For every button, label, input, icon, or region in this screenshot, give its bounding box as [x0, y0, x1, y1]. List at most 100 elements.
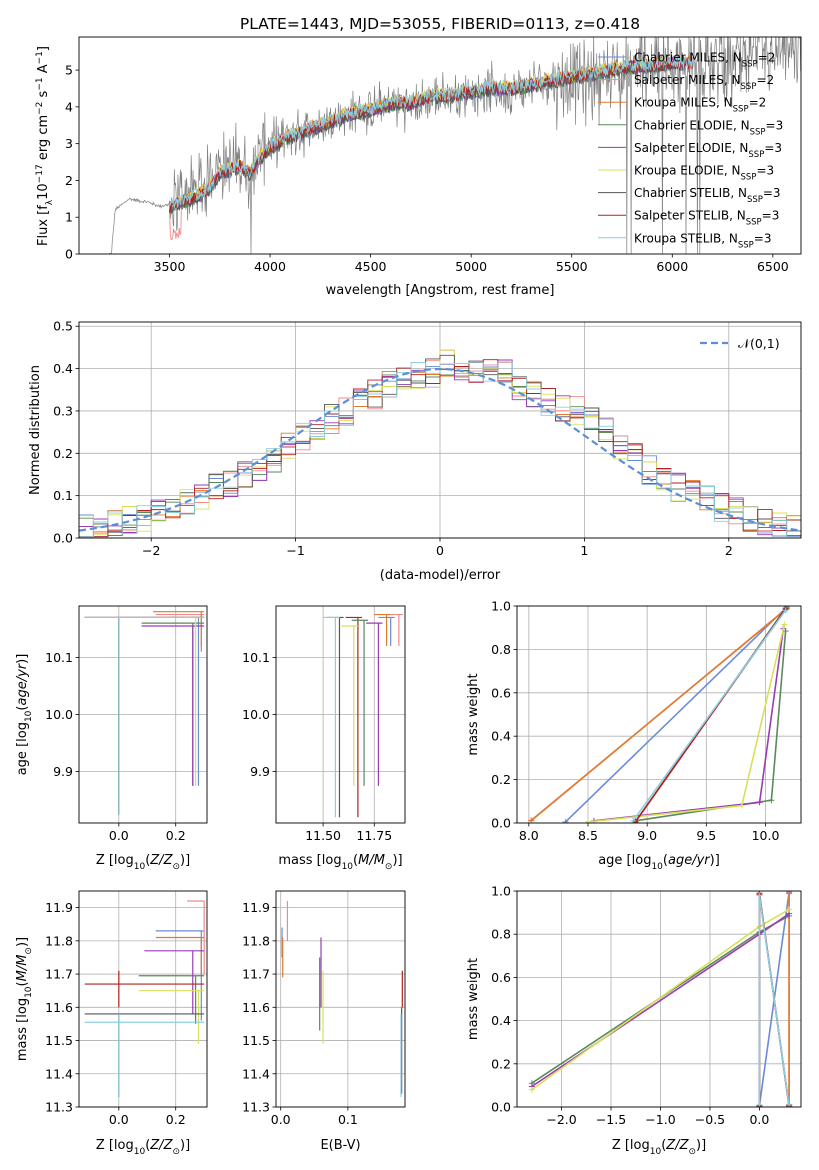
x-tick-label: 5500	[556, 259, 588, 274]
y-tick-label: 0	[65, 247, 73, 262]
y-tick-label: 1.0	[491, 599, 511, 614]
x-axis-label: E(B-V)	[320, 1138, 360, 1153]
x-axis-label: Z [log10(Z/Z⊙)]	[612, 1138, 706, 1157]
x-tick-label: −0.5	[695, 1112, 725, 1127]
panel-spectrum: 3500 4000 4500 5000 5500 6000 6500 0 1 2 3 4 5 Chabri…	[35, 36, 802, 298]
x-tick-label: 9.5	[696, 828, 716, 843]
legend-label: Kroupa STELIB, NSSP=3	[634, 231, 772, 250]
axes-frame	[275, 605, 406, 824]
point-marker-chabrier-elodie	[768, 797, 775, 804]
x-tick-label: 0.0	[109, 828, 129, 843]
plot-area	[84, 611, 205, 815]
y-tick-label: 11.4	[45, 1066, 73, 1081]
x-tick-label: 3500	[154, 259, 186, 274]
y-tick-label: 1	[65, 210, 73, 225]
y-axis-label: mass [log10(M/M⊙)]	[15, 937, 34, 1061]
y-axis-label: mass weight	[466, 673, 481, 755]
point-marker-kroupa-elodie	[786, 906, 793, 913]
y-tick-label: 11.4	[242, 1066, 270, 1081]
y-tick-label: 9.9	[53, 764, 73, 779]
x-tick-label: −1	[286, 543, 304, 558]
point-marker-kroupa-stelib	[756, 892, 763, 899]
mass-weight-line-chabrier-elodie	[635, 630, 787, 822]
y-tick-label: 0.1	[53, 488, 73, 503]
y-tick-label: 10.1	[242, 650, 270, 665]
plot-area	[528, 606, 790, 823]
y-tick-label: 5	[65, 63, 73, 78]
y-tick-label: 11.6	[242, 1000, 270, 1015]
normal-distribution-curve	[79, 367, 801, 532]
plot-area	[281, 900, 403, 1098]
point-marker-chabrier-miles	[562, 818, 569, 823]
axes-frame	[275, 890, 406, 1108]
y-axis-label: Normed distribution	[28, 365, 43, 495]
y-tick-label: 10.0	[242, 707, 270, 722]
y-tick-label: 0.8	[491, 642, 511, 657]
legend-label: Kroupa MILES, NSSP=2	[634, 96, 766, 115]
legend: Chabrier MILES, NSSP=2 Salpeter MILES, NS…	[598, 51, 783, 250]
y-tick-label: 1.0	[491, 884, 511, 899]
panel-mass_vs_Z: 0.0 0.2 11.3 11.4 11.5 11.6 11.7 11.8 11.9 Z [log…	[15, 890, 208, 1157]
mass-weight-line-kroupa-stelib	[632, 609, 787, 822]
y-tick-label: 0.5	[53, 319, 73, 334]
x-tick-label: −1.0	[645, 1112, 675, 1127]
y-tick-label: 0.4	[491, 1013, 511, 1028]
histogram-step-kroupa-stelib	[79, 361, 801, 538]
y-tick-label: 10.0	[45, 707, 73, 722]
mass-weight-line-chabrier-miles	[564, 606, 788, 823]
x-tick-label: 8.0	[519, 828, 539, 843]
y-tick-label: 11.9	[45, 900, 73, 915]
legend-label: Chabrier ELODIE, NSSP=3	[634, 118, 783, 137]
x-tick-label: 10.0	[752, 828, 780, 843]
x-tick-label: 0.0	[749, 1112, 769, 1127]
model-line-kroupa-stelib	[169, 55, 693, 209]
x-tick-label: 11.75	[356, 828, 392, 843]
x-tick-label: 0.0	[109, 1112, 129, 1127]
x-tick-label: 0.2	[166, 1112, 186, 1127]
x-tick-label: 0.0	[271, 1112, 291, 1127]
y-axis-label: Flux [fλ10−17 erg cm−2 s−1 A−1]	[35, 46, 55, 246]
y-tick-label: 4	[65, 99, 73, 114]
y-tick-label: 2	[65, 173, 73, 188]
y-tick-label: 0.0	[53, 531, 73, 546]
point-marker-kroupa-elodie	[585, 818, 591, 823]
x-axis-label: wavelength [Angstrom, rest frame]	[326, 283, 555, 298]
axes-frame	[516, 890, 802, 1108]
y-tick-label: 0.6	[491, 685, 511, 700]
figure-title: PLATE=1443, MJD=53055, FIBERID=0113, z=0…	[240, 15, 640, 33]
legend-label: Salpeter ELODIE, NSSP=3	[634, 141, 782, 160]
plot-area	[84, 900, 205, 1098]
plot-area	[528, 891, 793, 1107]
x-tick-label: 0	[436, 543, 444, 558]
point-marker-kroupa-elodie	[528, 1086, 535, 1093]
x-tick-label: 6500	[757, 259, 789, 274]
x-axis-label: age [log10(age/yr)]	[598, 853, 720, 872]
x-tick-label: 0.1	[338, 1112, 358, 1127]
legend-label: Salpeter MILES, NSSP=2	[634, 73, 774, 92]
legend-label: Chabrier MILES, NSSP=2	[634, 51, 775, 70]
x-tick-label: 4000	[254, 259, 286, 274]
mass-weight-line-kroupa-miles	[530, 607, 788, 822]
point-marker-kroupa-miles	[786, 891, 793, 897]
y-tick-label: 10.1	[45, 650, 73, 665]
y-axis-label: mass weight	[466, 958, 481, 1040]
axes-frame	[78, 605, 208, 824]
legend-label: 𝒩(0,1)	[738, 336, 780, 351]
histogram-step-salpeter-stelib	[79, 359, 801, 538]
panel-mass_weight_vs_Z: −2.0 −1.5 −1.0 −0.5 0.0 0.0 0.2 0.4 0.6 0.8 1.0 Z […	[466, 884, 802, 1157]
y-tick-label: 11.3	[45, 1100, 73, 1115]
y-tick-label: 0.6	[491, 970, 511, 985]
y-tick-label: 0.3	[53, 403, 73, 418]
panel-age_vs_mass: 11.50 11.75 9.9 10.0 10.1 mass [log10(M/M⊙)]	[242, 605, 406, 872]
legend-label: Salpeter STELIB, NSSP=3	[634, 209, 779, 228]
y-tick-label: 11.8	[45, 933, 73, 948]
x-tick-label: 1	[580, 543, 588, 558]
y-tick-label: 0.0	[491, 816, 511, 831]
y-axis-label: age [log10(age/yr)]	[15, 654, 34, 776]
x-tick-label: −1.5	[596, 1112, 626, 1127]
x-axis-label: Z [log10(Z/Z⊙)]	[96, 853, 190, 872]
panel-mass_weight_vs_age: 8.0 8.5 9.0 9.5 10.0 0.0 0.2 0.4 0.6 0.8 1.0 age [l…	[466, 599, 802, 872]
plot-area	[323, 613, 403, 818]
y-tick-label: 11.5	[242, 1033, 270, 1048]
